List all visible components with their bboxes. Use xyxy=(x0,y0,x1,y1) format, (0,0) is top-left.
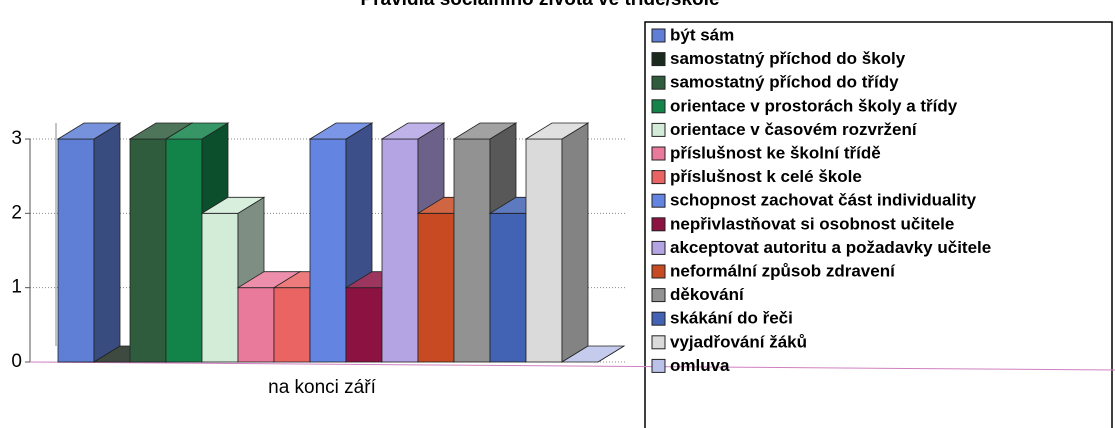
bar-front xyxy=(417,212,455,363)
bar-front xyxy=(237,287,275,363)
bar-top xyxy=(452,122,518,140)
legend-label: neformální způsob zdravení xyxy=(670,261,896,280)
legend-swatch xyxy=(651,52,666,67)
bar-front xyxy=(381,138,419,363)
legend-swatch xyxy=(651,264,666,279)
bar-top xyxy=(308,122,374,140)
legend-label: nepřivlastňovat si osobnost učitele xyxy=(670,214,954,233)
legend-swatch xyxy=(651,217,666,232)
legend-label: schopnost zachovat část individuality xyxy=(670,191,977,210)
legend-label: samostatný příchod do třídy xyxy=(670,73,899,92)
bar-top xyxy=(560,345,626,363)
legend-label: orientace v prostorách školy a třídy xyxy=(670,96,958,115)
legend-swatch xyxy=(651,28,666,43)
legend-swatch xyxy=(651,193,666,208)
bar-front xyxy=(57,138,95,363)
x-tick-label: na konci září xyxy=(268,377,376,398)
bar-front xyxy=(201,212,239,363)
legend-label: akceptovat autoritu a požadavky učitele xyxy=(670,238,991,257)
bar-front xyxy=(489,212,527,363)
bar-front xyxy=(309,138,347,363)
legend-swatch xyxy=(651,75,666,90)
bar-top xyxy=(380,122,446,140)
legend-swatch xyxy=(651,335,666,350)
legend-label: děkování xyxy=(670,285,745,304)
legend-label: skákání do řeči xyxy=(670,309,793,328)
chart-title: Pravidla sociálního života ve třídě/škol… xyxy=(360,0,719,10)
bar-side xyxy=(561,122,589,363)
bar-top xyxy=(200,196,266,214)
bar-front xyxy=(345,287,383,363)
legend xyxy=(644,21,1113,428)
y-tick-label: 3 xyxy=(11,128,22,149)
legend-swatch xyxy=(651,358,666,373)
legend-label: orientace v časovém rozvržení xyxy=(670,120,918,139)
legend-swatch xyxy=(651,99,666,114)
y-tick-label: 0 xyxy=(11,351,22,372)
legend-label: vyjadřování žáků xyxy=(670,332,807,351)
legend-swatch xyxy=(651,288,666,303)
bar-front xyxy=(129,138,167,363)
legend-swatch xyxy=(651,146,666,161)
bar-front xyxy=(165,138,203,363)
legend-label: příslušnost ke školní třídě xyxy=(670,143,881,162)
legend-label: být sám xyxy=(670,25,734,44)
floor-line xyxy=(29,361,1115,371)
legend-swatch xyxy=(651,122,666,137)
y-tick-label: 2 xyxy=(11,202,22,223)
bar-top xyxy=(164,122,230,140)
legend-swatch xyxy=(651,170,666,185)
legend-label: příslušnost k celé škole xyxy=(670,167,862,186)
bar-front xyxy=(273,287,311,363)
legend-label: samostatný příchod do školy xyxy=(670,49,906,68)
legend-swatch xyxy=(651,240,666,255)
legend-swatch xyxy=(651,311,666,326)
legend-label: omluva xyxy=(670,356,730,375)
bar-side xyxy=(93,122,121,363)
bar-front xyxy=(453,138,491,363)
bar-front xyxy=(525,138,563,363)
bar-top xyxy=(524,122,590,140)
y-tick-label: 1 xyxy=(11,277,22,298)
bar-top xyxy=(56,122,122,140)
